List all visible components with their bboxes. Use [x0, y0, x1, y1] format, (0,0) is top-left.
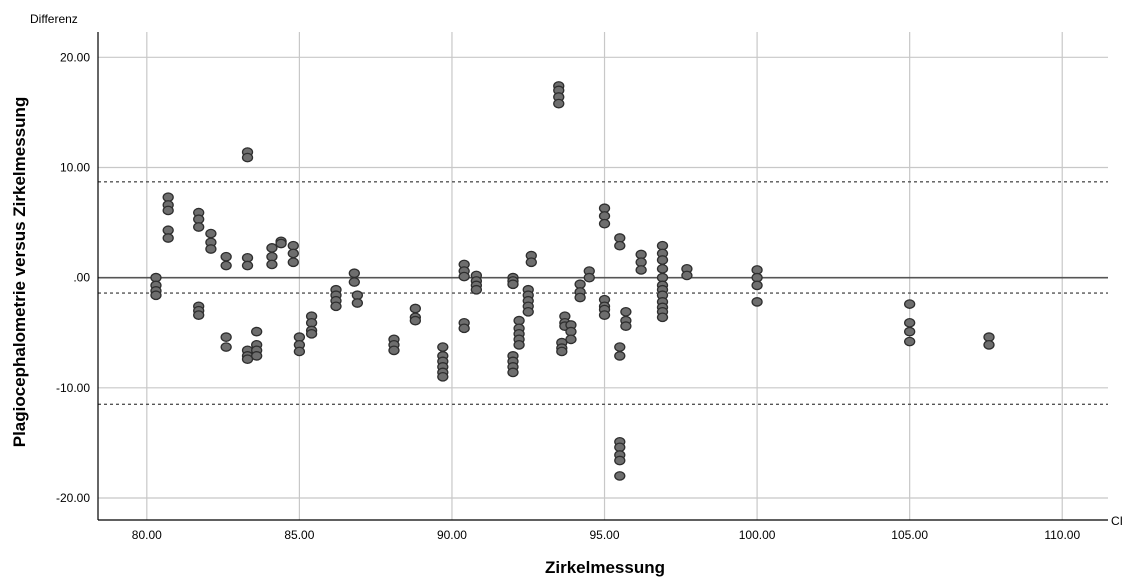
data-point: [614, 351, 626, 361]
data-point: [470, 284, 483, 295]
data-point: [220, 342, 232, 352]
data-point: [556, 346, 568, 357]
x-tick-label: 90.00: [437, 528, 467, 542]
x-tick-label: 100.00: [739, 528, 776, 542]
data-points: [150, 81, 995, 481]
data-point: [266, 243, 278, 253]
data-point: [437, 371, 449, 382]
data-point: [513, 339, 525, 350]
tick-labels: 80.00 85.00 90.00 95.00 100.00 105.00 110.00 20…: [56, 50, 1080, 542]
data-point: [220, 251, 232, 262]
data-point: [220, 332, 232, 342]
data-point: [614, 240, 626, 251]
data-point: [574, 292, 586, 303]
data-point: [565, 334, 577, 345]
data-point: [348, 277, 360, 287]
data-point: [614, 471, 626, 481]
data-point: [656, 312, 669, 323]
data-point: [983, 339, 995, 350]
data-point: [681, 270, 693, 281]
y-corner-label: Differenz: [30, 12, 78, 26]
data-point: [241, 152, 254, 163]
y-tick-label: 10.00: [60, 160, 90, 174]
data-point: [266, 259, 278, 270]
axes: [97, 32, 1108, 521]
grid-layer: [98, 32, 1108, 520]
x-tick-label: 85.00: [284, 528, 314, 542]
data-point: [330, 301, 342, 312]
y-tick-label: 20.00: [60, 50, 90, 64]
y-axis-title: Plagiocephalometrie versus Zirkelmessung: [10, 97, 29, 448]
data-point: [656, 255, 669, 265]
data-point: [614, 455, 626, 466]
x-axis-title: Zirkelmessung: [545, 558, 665, 577]
data-point: [507, 367, 519, 378]
data-point: [904, 326, 916, 337]
x-tick-label: 95.00: [590, 528, 620, 542]
data-point: [287, 248, 299, 259]
x-tick-label: 80.00: [132, 528, 162, 542]
data-point: [409, 303, 421, 314]
y-tick-label: -10.00: [56, 381, 90, 395]
data-point: [635, 265, 647, 275]
y-tick-label: -20.00: [56, 491, 90, 505]
data-point: [656, 263, 669, 274]
data-point: [525, 257, 537, 268]
data-point: [904, 317, 916, 328]
data-point: [348, 268, 360, 279]
data-point: [598, 218, 611, 229]
reference-lines: [98, 181, 1108, 405]
data-point: [751, 297, 763, 307]
data-point: [193, 310, 205, 320]
data-point: [220, 260, 232, 271]
data-point: [305, 328, 318, 339]
data-point: [162, 205, 174, 216]
data-point: [620, 306, 632, 317]
x-tick-label: 105.00: [891, 528, 928, 542]
data-point: [620, 321, 632, 331]
data-point: [251, 326, 263, 337]
data-point: [351, 298, 364, 308]
data-point: [437, 342, 449, 352]
data-point: [904, 336, 916, 347]
data-point: [388, 345, 400, 356]
data-point: [287, 257, 299, 268]
data-point: [409, 315, 421, 326]
data-point: [751, 280, 763, 291]
data-point: [193, 222, 205, 232]
data-point: [205, 228, 217, 239]
y-tick-label: .00: [73, 271, 90, 285]
data-point: [241, 354, 254, 365]
data-point: [583, 272, 595, 283]
data-point: [904, 299, 916, 309]
data-point: [205, 244, 217, 254]
data-point: [251, 351, 263, 361]
data-point: [162, 233, 174, 243]
x-corner-label: CI: [1111, 514, 1123, 528]
data-point: [614, 342, 626, 352]
data-point: [507, 279, 519, 290]
data-point: [458, 271, 470, 282]
data-point: [553, 98, 565, 109]
data-point: [458, 323, 470, 334]
data-point: [293, 346, 306, 357]
data-point: [150, 290, 162, 301]
data-point: [598, 310, 611, 320]
data-point: [241, 260, 254, 271]
data-point: [522, 306, 534, 317]
x-tick-label: 110.00: [1044, 528, 1080, 542]
data-point: [275, 238, 287, 249]
